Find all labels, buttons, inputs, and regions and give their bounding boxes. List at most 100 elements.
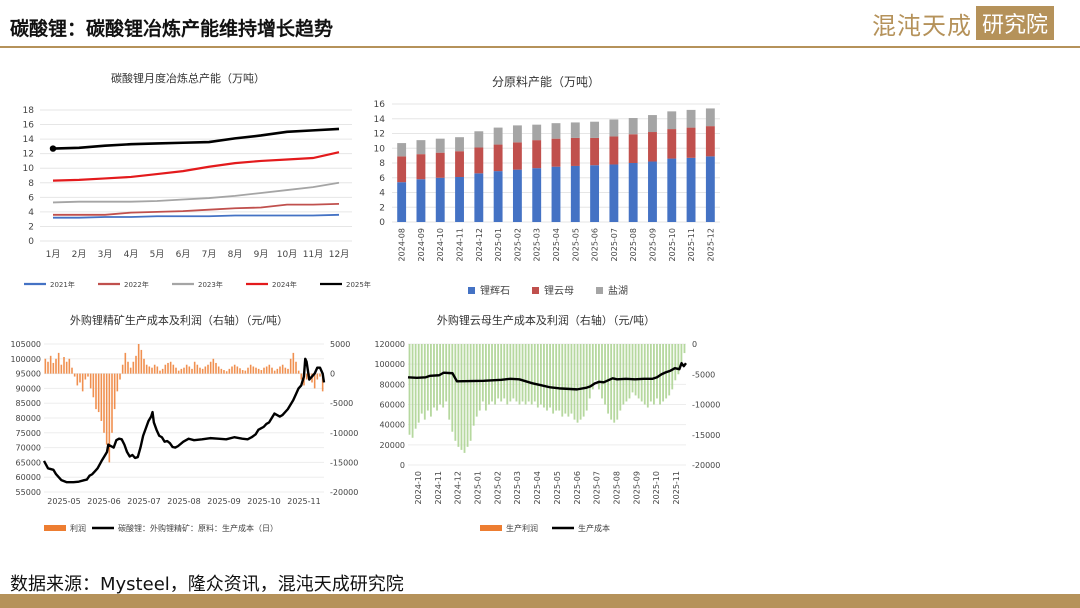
chart4-xtick: 2025-04 xyxy=(533,471,542,504)
chart2-bar-1 xyxy=(686,127,696,158)
chart2-legend-key xyxy=(596,287,603,294)
chart3-profit-bar xyxy=(97,373,100,413)
chart3-ytick-left: 65000 xyxy=(16,458,41,467)
chart3-profit-bar xyxy=(276,368,279,374)
chart4-profit-bar xyxy=(408,344,411,435)
chart4-profit-bar xyxy=(423,344,426,420)
chart3-profit-bar xyxy=(135,355,137,374)
chart3-ytick-left: 80000 xyxy=(16,414,41,423)
chart4-title: 外购锂云母生产成本及利润（右轴）（元/吨） xyxy=(437,313,655,327)
chart3-profit-bar xyxy=(161,368,164,374)
chart4-profit-bar xyxy=(539,344,542,405)
chart4-profit-bar xyxy=(607,344,610,414)
chart2-bar-1 xyxy=(667,129,677,159)
chart4-profit-bar xyxy=(515,344,518,402)
chart3-profit-bar xyxy=(297,370,300,374)
chart4-profit-bar xyxy=(518,344,521,405)
chart3-cost-line xyxy=(42,357,326,484)
chart4-ytick-left: 60000 xyxy=(380,401,405,410)
chart3-profit-bar xyxy=(217,366,220,374)
chart4-profit-bar xyxy=(420,344,423,414)
chart4-profit-bar xyxy=(527,344,530,402)
chart2-ytick: 8 xyxy=(379,159,385,169)
chart1-ytick: 18 xyxy=(23,106,35,116)
chart2-xtick: 2024-09 xyxy=(417,228,426,261)
chart3-profit-bar xyxy=(268,364,271,374)
chart3-profit-bar xyxy=(201,368,204,374)
chart4-legend-key-bar xyxy=(480,525,502,531)
chart2-xtick: 2024-10 xyxy=(436,228,445,261)
chart3-profit-bar xyxy=(212,358,215,374)
chart3-profit-bar xyxy=(87,373,89,377)
chart3-profit-bar xyxy=(249,364,252,374)
chart2-ytick: 12 xyxy=(374,130,385,140)
chart3-profit-bar xyxy=(119,373,121,380)
chart4-xtick: 2025-08 xyxy=(613,471,622,504)
chart4-profit-bar xyxy=(576,344,579,423)
chart4-profit-bar xyxy=(616,344,619,420)
chart4-ytick-left: 0 xyxy=(400,461,405,470)
chart4-legend-label-bar: 生产利润 xyxy=(506,523,538,533)
chart3-profit-bar xyxy=(185,364,188,374)
chart4-profit-bar xyxy=(533,344,536,402)
chart3-profit-bar xyxy=(140,349,143,374)
chart3-profit-bar xyxy=(105,373,108,445)
chart2-legend-label: 锂云母 xyxy=(544,285,574,297)
chart4-xtick: 2025-01 xyxy=(474,471,483,504)
chart3-legend-label-bar: 利润 xyxy=(70,523,86,533)
chart3-profit-bar xyxy=(103,373,105,433)
chart1-ytick: 2 xyxy=(28,222,34,232)
chart2-bar-1 xyxy=(551,138,561,167)
chart2-bar-2 xyxy=(609,119,619,137)
chart4-profit-bar xyxy=(573,344,576,420)
chart3-profit-bar xyxy=(177,370,180,374)
chart4-profit-bar xyxy=(564,344,567,414)
chart1-xtick: 3月 xyxy=(98,249,113,260)
chart3-profit-bar xyxy=(49,355,52,374)
chart2-bar-0 xyxy=(455,177,464,222)
chart4-profit-bar xyxy=(509,344,512,402)
chart3-ytick-left: 75000 xyxy=(16,429,41,438)
chart4-profit-bar xyxy=(460,344,463,450)
chart1-legend-label: 2022年 xyxy=(124,280,149,289)
chart3-xtick: 2025-10 xyxy=(247,497,280,506)
chart2-ytick: 6 xyxy=(379,174,385,184)
chart1-ytick: 10 xyxy=(23,164,35,174)
chart3-profit-bar xyxy=(108,373,111,463)
chart2-xtick: 2025-07 xyxy=(610,228,619,261)
chart1-series-line-3 xyxy=(52,151,340,182)
chart4-profit-bar xyxy=(671,344,674,390)
chart2-xtick: 2024-11 xyxy=(456,228,465,261)
chart3-profit-bar xyxy=(273,370,276,374)
chart3-profit-bar xyxy=(145,364,148,374)
chart2-bar-2 xyxy=(628,118,638,135)
chart4-ytick-left: 40000 xyxy=(380,421,405,430)
chart2-ytick: 16 xyxy=(374,100,386,110)
chart1-xtick: 10月 xyxy=(277,249,297,260)
chart2-xtick: 2025-09 xyxy=(648,228,657,261)
chart2-bar-0 xyxy=(397,182,407,222)
chart2-bar-1 xyxy=(609,136,619,165)
chart4-profit-bar xyxy=(585,344,588,411)
chart3-profit-bar xyxy=(305,373,308,380)
chart2-xtick: 2025-05 xyxy=(571,228,580,261)
chart3-profit-bar xyxy=(244,370,247,374)
chart4-xtick: 2025-10 xyxy=(652,471,661,504)
chart3-profit-bar xyxy=(137,344,140,374)
chart3-ytick-right: -5000 xyxy=(330,399,353,408)
logo: 混沌天成 研究院 xyxy=(872,6,1054,40)
chart2-bar-2 xyxy=(570,122,580,138)
chart1-xtick: 12月 xyxy=(329,249,349,260)
chart4-ytick-left: 100000 xyxy=(374,360,405,369)
chart2-legend-label: 锂辉石 xyxy=(480,285,510,297)
chart3-profit-bar xyxy=(89,373,92,389)
chart2-xtick: 2025-11 xyxy=(687,228,696,261)
chart2-bar-0 xyxy=(628,163,638,222)
chart3-profit-bar xyxy=(60,364,63,374)
chart1-xtick: 5月 xyxy=(150,249,165,260)
chart1-xtick: 6月 xyxy=(176,249,191,260)
chart4-ytick-right: -20000 xyxy=(692,461,720,470)
chart4-profit-bar xyxy=(457,344,460,447)
chart1-legend-label: 2021年 xyxy=(50,280,75,289)
chart3-profit-bar xyxy=(209,361,212,374)
